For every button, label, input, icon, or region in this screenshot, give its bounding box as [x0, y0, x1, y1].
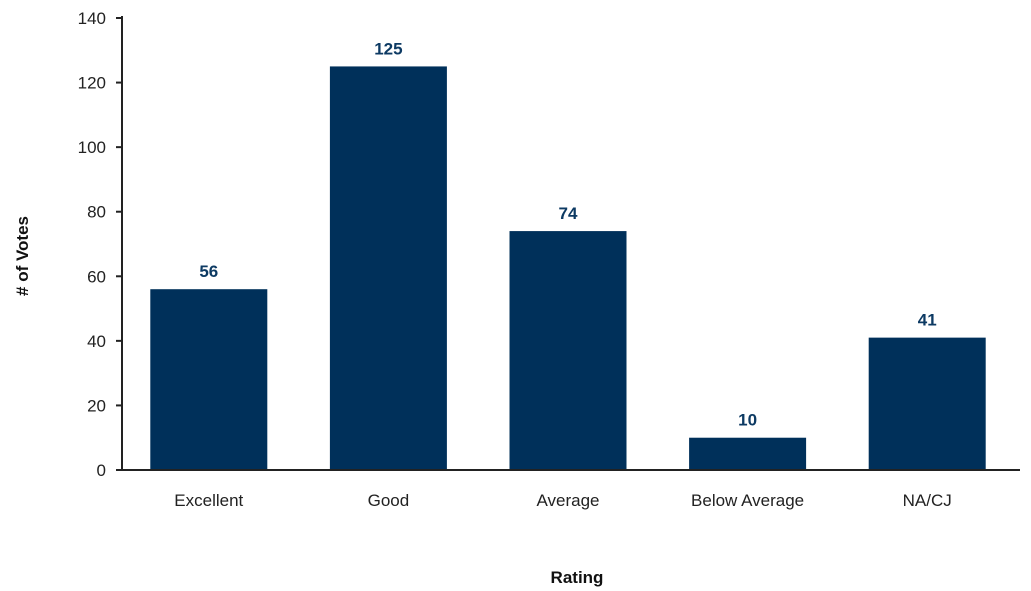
bar-average: [509, 231, 627, 470]
y-tick-label: 100: [78, 138, 106, 157]
x-axis-labels-group: Excellent Good Average Below Average NA/CJ: [174, 491, 951, 510]
x-category-label: Below Average: [691, 491, 804, 510]
y-tick-label: 140: [78, 9, 106, 28]
bar-excellent: [150, 289, 268, 470]
x-category-label: Average: [536, 491, 599, 510]
y-tick-label: 20: [87, 396, 106, 415]
x-axis-title: Rating: [551, 568, 604, 587]
bar-value-label: 10: [738, 411, 757, 430]
bar-good: [329, 66, 447, 470]
x-category-label: Excellent: [174, 491, 243, 510]
bar-value-label: 74: [559, 204, 578, 223]
y-tick-label: 120: [78, 74, 106, 93]
x-category-label: Good: [368, 491, 410, 510]
y-axis-ticks: 0 20 40 60 80 100 120 140: [78, 9, 122, 480]
y-tick-label: 80: [87, 203, 106, 222]
y-tick-label: 60: [87, 267, 106, 286]
y-tick-label: 40: [87, 332, 106, 351]
bar-value-label: 56: [199, 262, 218, 281]
bar-value-label: 41: [918, 311, 937, 330]
y-axis-title: # of Votes: [13, 216, 32, 296]
value-labels-group: 56 125 74 10 41: [199, 39, 936, 429]
bars-group: [150, 66, 986, 470]
y-tick-label: 0: [97, 461, 106, 480]
bar-na-cj: [868, 337, 986, 470]
bar-value-label: 125: [374, 39, 402, 58]
x-category-label: NA/CJ: [903, 491, 952, 510]
bar-below-average: [689, 437, 807, 470]
